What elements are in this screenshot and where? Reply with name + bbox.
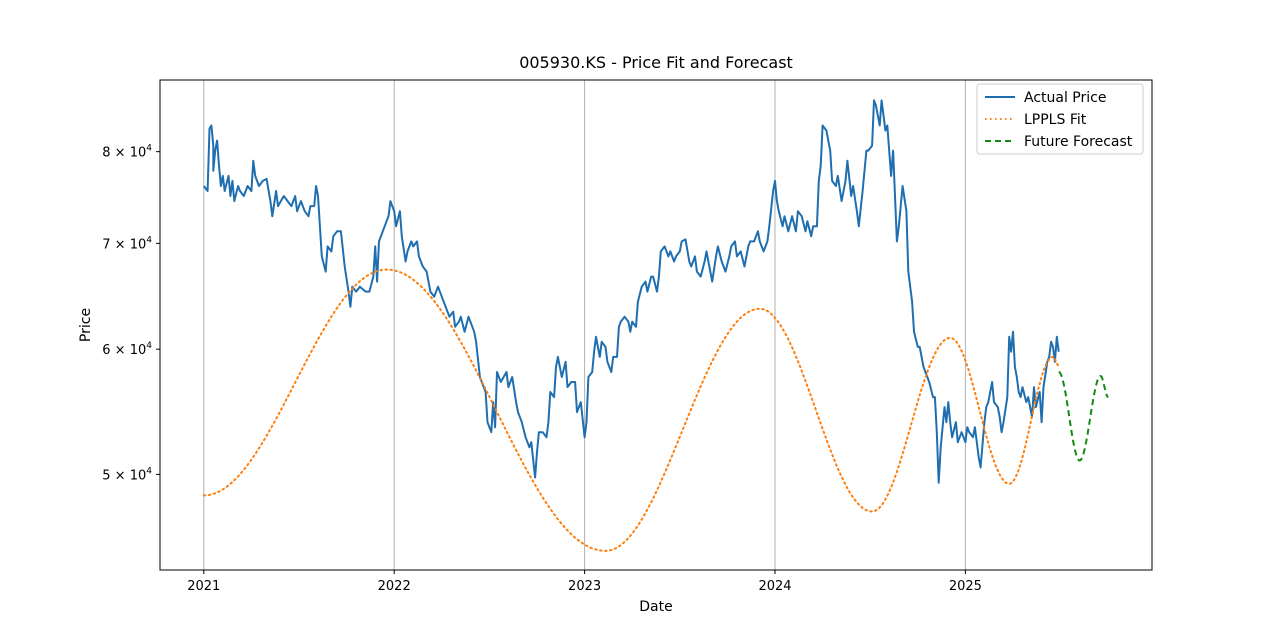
x-tick-label: 2022 <box>378 579 411 594</box>
series-actual-price <box>203 99 1060 484</box>
series-lines <box>202 99 1110 552</box>
x-tick-label: 2023 <box>568 579 601 594</box>
legend: Actual Price LPPLS Fit Future Forecast <box>976 83 1144 155</box>
y-tick-label: 7 × 104 <box>102 235 152 252</box>
y-tick-label: 8 × 104 <box>102 144 152 161</box>
legend-label-future-forecast: Future Forecast <box>1024 134 1133 150</box>
chart-title: 005930.KS - Price Fit and Forecast <box>519 53 793 72</box>
x-axis-label: Date <box>639 599 672 615</box>
y-tick-label: 6 × 104 <box>102 341 152 358</box>
y-axis-ticks: 5 × 104 6 × 104 7 × 104 8 × 104 <box>102 144 160 483</box>
x-tick-label: 2025 <box>949 579 982 594</box>
series-future-forecast <box>1058 371 1110 462</box>
plot-frame <box>159 79 1153 571</box>
legend-label-lppls-fit: LPPLS Fit <box>1024 112 1087 128</box>
x-tick-label: 2024 <box>758 579 791 594</box>
legend-label-actual-price: Actual Price <box>1024 90 1106 106</box>
series-lppls-fit <box>202 268 1060 552</box>
gridlines <box>203 80 966 570</box>
x-tick-label: 2021 <box>187 579 220 594</box>
y-axis-label: Price <box>78 308 94 342</box>
legend-box <box>976 83 1144 155</box>
y-tick-label: 5 × 104 <box>102 466 152 483</box>
x-axis-ticks: 2021 2022 2023 2024 2025 <box>187 570 982 594</box>
